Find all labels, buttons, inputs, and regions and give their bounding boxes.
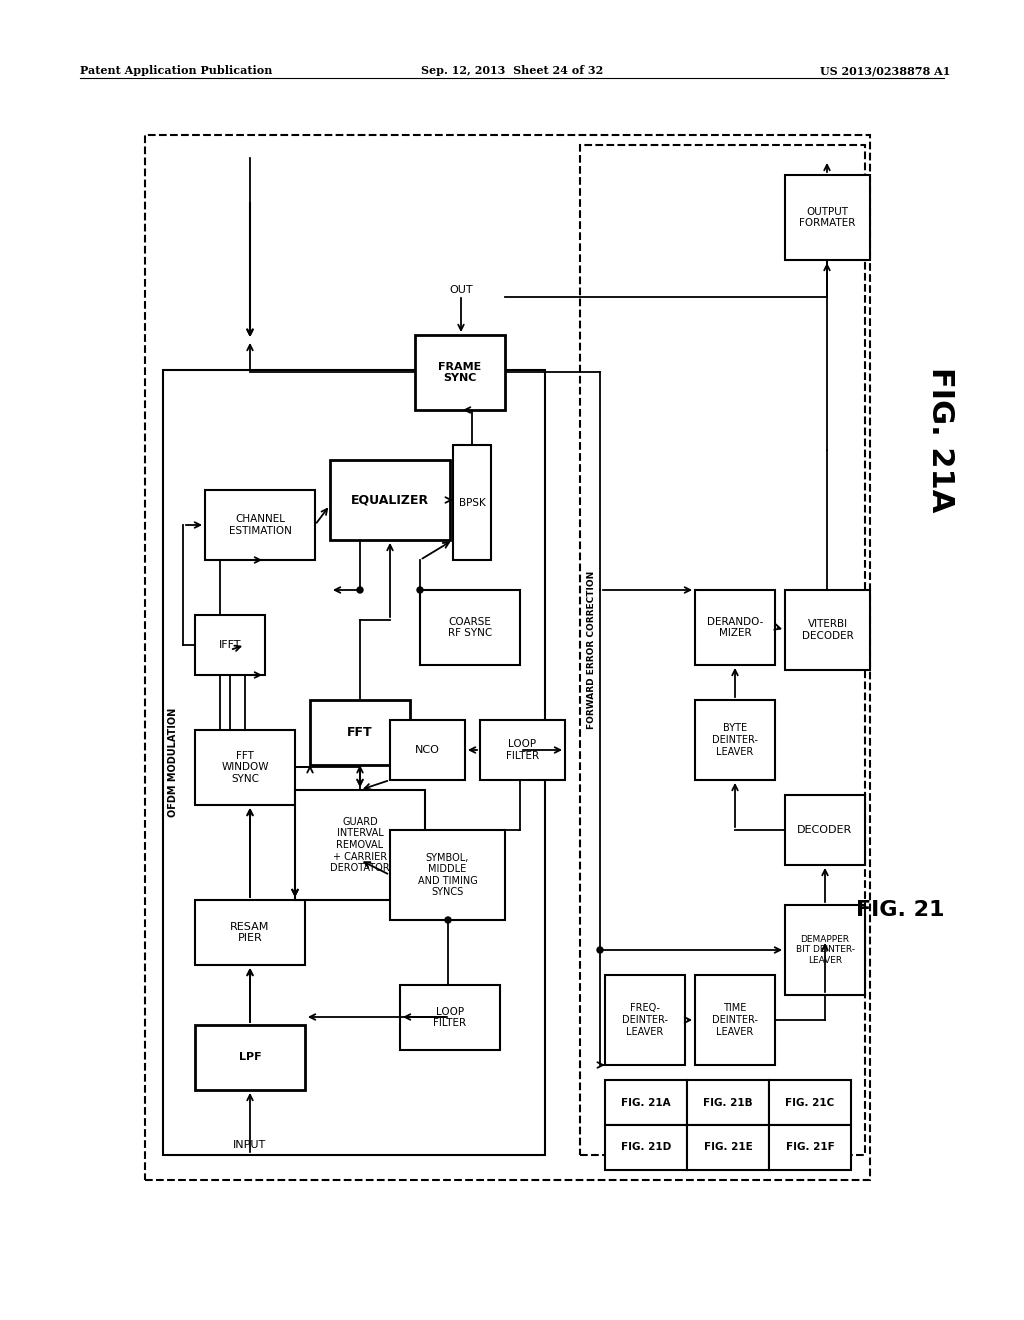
Text: US 2013/0238878 A1: US 2013/0238878 A1 [819, 65, 950, 77]
Bar [163, 370, 545, 1155]
Text: LOOP
FILTER: LOOP FILTER [506, 739, 539, 760]
Text: BPSK: BPSK [459, 498, 485, 507]
Text: BYTE
DEINTER-
LEAVER: BYTE DEINTER- LEAVER [712, 723, 758, 756]
Text: FORWARD ERROR CORRECTION: FORWARD ERROR CORRECTION [588, 570, 597, 729]
Bar [390, 830, 505, 920]
Circle shape [597, 946, 603, 953]
Bar [145, 135, 870, 1180]
Text: FIG. 21D: FIG. 21D [621, 1143, 671, 1152]
Text: CHANNEL
ESTIMATION: CHANNEL ESTIMATION [228, 515, 292, 536]
Bar [605, 1080, 687, 1125]
Text: FRAME
SYNC: FRAME SYNC [438, 362, 481, 383]
Bar [205, 490, 315, 560]
Text: DERANDO-
MIZER: DERANDO- MIZER [707, 616, 763, 639]
Text: IFFT: IFFT [219, 640, 242, 649]
Bar [695, 590, 775, 665]
Bar [195, 1026, 305, 1090]
Text: VITERBI
DECODER: VITERBI DECODER [802, 619, 853, 640]
Text: FREQ-
DEINTER-
LEAVER: FREQ- DEINTER- LEAVER [622, 1003, 668, 1036]
Bar [785, 795, 865, 865]
Text: NCO: NCO [415, 744, 440, 755]
Text: FIG. 21A: FIG. 21A [926, 367, 954, 512]
Circle shape [417, 587, 423, 593]
Text: DEMAPPER
BIT DEINTER-
LEAVER: DEMAPPER BIT DEINTER- LEAVER [796, 935, 854, 965]
Bar [310, 700, 410, 766]
Bar [400, 985, 500, 1049]
Bar [390, 719, 465, 780]
Bar [785, 906, 865, 995]
Bar [420, 590, 520, 665]
Text: FFT
WINDOW
SYNC: FFT WINDOW SYNC [221, 751, 268, 784]
Bar [195, 615, 265, 675]
Text: OFDM MODULATION: OFDM MODULATION [168, 708, 178, 817]
Bar [605, 975, 685, 1065]
Text: COARSE
RF SYNC: COARSE RF SYNC [447, 616, 493, 639]
Bar [785, 590, 870, 671]
Text: DECODER: DECODER [798, 825, 853, 836]
Bar [687, 1125, 769, 1170]
Bar [330, 459, 450, 540]
Circle shape [357, 587, 362, 593]
Bar [695, 700, 775, 780]
Text: FIG. 21C: FIG. 21C [785, 1097, 835, 1107]
Text: FIG. 21B: FIG. 21B [703, 1097, 753, 1107]
Text: FIG. 21A: FIG. 21A [622, 1097, 671, 1107]
Bar [769, 1125, 851, 1170]
Bar [695, 975, 775, 1065]
Text: Sep. 12, 2013  Sheet 24 of 32: Sep. 12, 2013 Sheet 24 of 32 [421, 65, 603, 77]
Text: FIG. 21E: FIG. 21E [703, 1143, 753, 1152]
Bar [785, 176, 870, 260]
Text: FIG. 21: FIG. 21 [856, 900, 944, 920]
Bar [687, 1080, 769, 1125]
Text: OUT: OUT [450, 285, 473, 294]
Circle shape [445, 917, 451, 923]
Text: TIME
DEINTER-
LEAVER: TIME DEINTER- LEAVER [712, 1003, 758, 1036]
Bar [295, 789, 425, 900]
Text: LOOP
FILTER: LOOP FILTER [433, 1007, 467, 1028]
Text: FIG. 21F: FIG. 21F [785, 1143, 835, 1152]
Bar [480, 719, 565, 780]
Bar [453, 445, 490, 560]
Text: FFT: FFT [347, 726, 373, 739]
Bar [415, 335, 505, 411]
Text: GUARD
INTERVAL
REMOVAL
+ CARRIER
DEROTATOR: GUARD INTERVAL REMOVAL + CARRIER DEROTAT… [330, 817, 390, 874]
Bar [605, 1125, 687, 1170]
Text: SYMBOL,
MIDDLE
AND TIMING
SYNCS: SYMBOL, MIDDLE AND TIMING SYNCS [418, 853, 477, 898]
Bar [195, 730, 295, 805]
Bar [769, 1080, 851, 1125]
Text: RESAM
PIER: RESAM PIER [230, 921, 269, 944]
Bar [195, 900, 305, 965]
Text: OUTPUT
FORMATER: OUTPUT FORMATER [800, 207, 856, 228]
Text: LPF: LPF [239, 1052, 261, 1063]
Text: INPUT: INPUT [233, 1140, 266, 1150]
Text: EQUALIZER: EQUALIZER [351, 494, 429, 507]
Bar [580, 145, 865, 1155]
Text: Patent Application Publication: Patent Application Publication [80, 65, 272, 77]
